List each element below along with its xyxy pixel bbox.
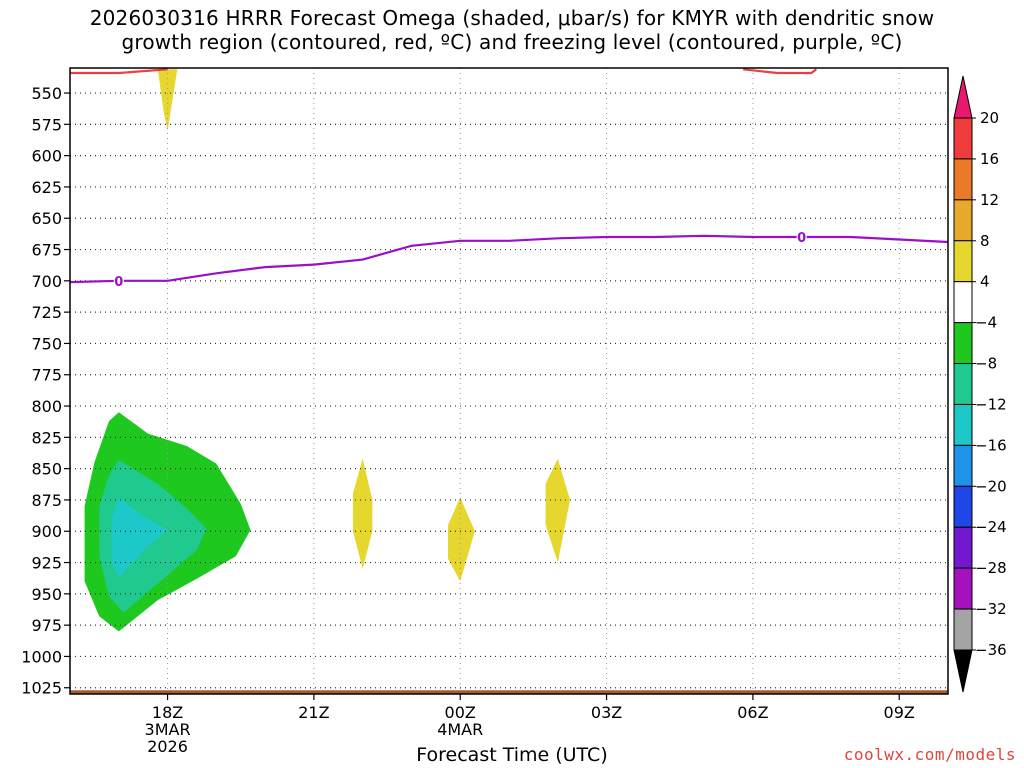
time-tick-label: 21Z <box>298 703 329 722</box>
pressure-tick-label: 950 <box>31 585 62 604</box>
dendritic-growth-contour <box>742 68 817 75</box>
chart-title-line1: 2026030316 HRRR Forecast Omega (shaded, … <box>89 6 935 30</box>
colorbar-tick-label: −20 <box>975 477 1007 495</box>
pressure-tick-label: 575 <box>31 115 62 134</box>
colorbar-tick-label: −24 <box>975 518 1007 536</box>
pressure-tick-label: 1025 <box>21 679 62 698</box>
colorbar-segment <box>953 608 973 651</box>
colorbar-bottom-arrow <box>953 649 973 693</box>
pressure-tick-label: 800 <box>31 397 62 416</box>
colorbar-top-arrow <box>953 75 973 119</box>
colorbar-tick-label: 16 <box>980 150 999 168</box>
freezing-level-contour <box>69 234 949 284</box>
time-tick-label: 4MAR <box>437 720 483 739</box>
colorbar-segment <box>953 403 973 446</box>
x-axis-label: Forecast Time (UTC) <box>416 744 608 766</box>
time-tick-label: 3MAR <box>145 720 191 739</box>
colorbar-tick-label: −4 <box>975 314 997 332</box>
pressure-tick-label: 725 <box>31 303 62 322</box>
pressure-tick-label: 925 <box>31 554 62 573</box>
time-tick-label: 03Z <box>591 703 622 722</box>
freezing-level-label-bg <box>113 273 124 288</box>
colorbar-segment <box>953 322 973 365</box>
chart-title: 2026030316 HRRR Forecast Omega (shaded, … <box>0 6 1024 54</box>
omega-region <box>157 69 178 131</box>
pressure-tick-label: 650 <box>31 209 62 228</box>
omega-region <box>448 497 475 582</box>
colorbar-segment <box>953 158 973 201</box>
freezing-level-label: 0 <box>797 231 806 246</box>
plot-frame <box>69 67 949 695</box>
time-tick-label: 09Z <box>884 703 915 722</box>
pressure-tick-label: 1000 <box>21 647 62 666</box>
pressure-tick-label: 600 <box>31 147 62 166</box>
omega-region <box>352 458 373 569</box>
colorbar-segment <box>953 281 973 324</box>
grid-lines <box>70 68 948 694</box>
colorbar-tick-label: −28 <box>975 559 1007 577</box>
pressure-tick-label: 675 <box>31 241 62 260</box>
colorbar-tick-label: 20 <box>980 109 999 127</box>
pressure-tick-label: 850 <box>31 460 62 479</box>
freezing-level-label: 0 <box>114 275 123 290</box>
colorbar-tick-label: −36 <box>975 641 1007 659</box>
time-tick-label: 00Z <box>445 703 476 722</box>
pressure-axis: 550 575 600 625 650 675 700 725 750 775 800 825 850 8… <box>21 84 70 698</box>
dendritic-growth-contour <box>70 68 168 75</box>
pressure-tick-label: 825 <box>31 428 62 447</box>
freezing-level-label-bg <box>796 230 807 245</box>
colorbar-tick-label: −32 <box>975 600 1007 618</box>
pressure-tick-label: 900 <box>31 522 62 541</box>
colorbar-segment <box>953 199 973 242</box>
time-tick-label: 18Z <box>152 703 183 722</box>
pressure-tick-label: 550 <box>31 84 62 103</box>
colorbar-segment <box>953 363 973 405</box>
contour-lines: 00 <box>69 68 949 290</box>
colorbar-tick-label: −8 <box>975 355 997 373</box>
colorbar-tick-label: 8 <box>980 232 990 250</box>
omega-colorbar: 20 16 12 8 4 −4 −8 −12 −16 −20 −24 −28 −32 −36 <box>953 75 1007 693</box>
colorbar-tick-label: 12 <box>980 191 999 209</box>
pressure-tick-label: 700 <box>31 272 62 291</box>
colorbar-segment <box>953 485 973 528</box>
colorbar-segment <box>953 117 973 160</box>
pressure-tick-label: 875 <box>31 491 62 510</box>
terrain-fill <box>70 690 948 694</box>
colorbar-segment <box>953 240 973 283</box>
pressure-tick-label: 775 <box>31 366 62 385</box>
colorbar-segment <box>953 444 973 487</box>
omega-shading <box>70 69 948 694</box>
pressure-tick-label: 625 <box>31 178 62 197</box>
colorbar-tick-label: −16 <box>975 436 1007 454</box>
time-tick-label: 2026 <box>147 737 188 756</box>
omega-region <box>111 497 168 578</box>
time-tick-label: 06Z <box>737 703 768 722</box>
pressure-tick-label: 750 <box>31 334 62 353</box>
colorbar-tick-label: −12 <box>975 395 1007 413</box>
source-credit: coolwx.com/models <box>843 745 1016 764</box>
colorbar-tick-label: 4 <box>980 273 990 291</box>
pressure-tick-label: 975 <box>31 616 62 635</box>
colorbar-segment <box>953 526 973 569</box>
chart-title-line2: growth region (contoured, red, ºC) and f… <box>121 30 903 54</box>
omega-region <box>545 458 570 563</box>
colorbar-segment <box>953 567 973 610</box>
